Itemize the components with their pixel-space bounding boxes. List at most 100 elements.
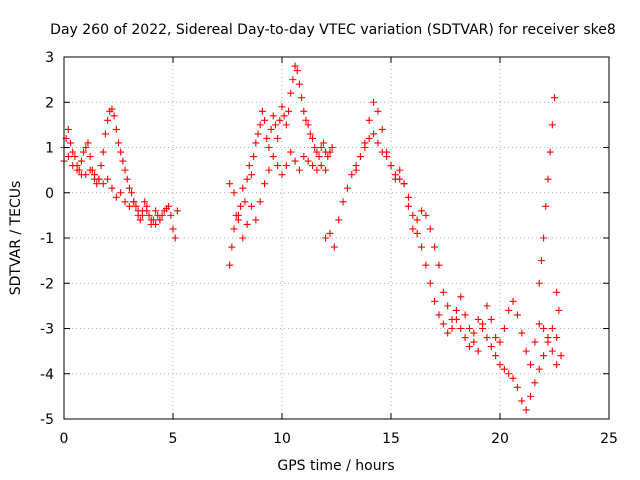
x-tick-label: 10	[273, 431, 291, 447]
data-point	[121, 166, 129, 174]
data-point	[326, 229, 334, 237]
grid	[64, 57, 609, 419]
data-point	[378, 125, 386, 133]
chart-title: Day 260 of 2022, Sidereal Day-to-day VTE…	[50, 22, 616, 38]
data-point	[67, 139, 75, 147]
data-point	[470, 338, 478, 346]
data-point	[339, 198, 347, 206]
series-segment-5	[322, 130, 565, 414]
data-point	[280, 112, 288, 120]
data-point	[241, 198, 249, 206]
data-point	[230, 225, 238, 233]
data-point	[243, 220, 251, 228]
data-point	[269, 153, 277, 161]
data-point	[276, 116, 284, 124]
data-point	[370, 98, 378, 106]
data-point	[487, 343, 495, 351]
data-point	[444, 329, 452, 337]
data-point	[278, 103, 286, 111]
data-point	[293, 67, 301, 75]
data-point	[309, 134, 317, 142]
data-point	[553, 361, 561, 369]
data-point	[439, 320, 447, 328]
data-point	[123, 175, 131, 183]
data-point	[274, 162, 282, 170]
data-point	[245, 162, 253, 170]
data-point	[365, 116, 373, 124]
data-point	[304, 121, 312, 129]
data-point	[483, 302, 491, 310]
data-point	[258, 107, 266, 115]
data-point	[86, 153, 94, 161]
data-point	[322, 166, 330, 174]
data-point	[228, 243, 236, 251]
data-point	[128, 189, 136, 197]
data-point	[461, 311, 469, 319]
data-point	[256, 121, 264, 129]
data-point	[513, 311, 521, 319]
data-point	[138, 211, 146, 219]
data-point	[404, 193, 412, 201]
data-point	[104, 175, 112, 183]
data-point	[226, 261, 234, 269]
data-point	[509, 297, 517, 305]
x-tick-label: 20	[491, 431, 509, 447]
data-point	[267, 125, 275, 133]
data-point	[444, 302, 452, 310]
data-point	[365, 134, 373, 142]
data-point	[465, 325, 473, 332]
data-point	[500, 365, 508, 373]
data-point	[265, 166, 273, 174]
data-point	[226, 180, 234, 188]
data-point	[540, 325, 548, 332]
data-point	[540, 234, 548, 242]
data-point	[254, 130, 262, 138]
data-point	[370, 130, 378, 138]
data-point	[82, 171, 90, 179]
data-point	[418, 243, 426, 251]
data-point	[535, 279, 543, 287]
data-point	[247, 171, 255, 179]
data-point	[247, 202, 255, 210]
series-segment-2	[60, 144, 164, 228]
data-point	[80, 148, 88, 156]
data-point	[474, 347, 482, 355]
data-point	[492, 352, 500, 360]
data-point	[557, 352, 565, 360]
x-tick-label: 15	[382, 431, 400, 447]
data-point	[461, 334, 469, 342]
data-point	[487, 315, 495, 323]
data-point	[130, 198, 138, 206]
x-axis-label: GPS time / hours	[277, 458, 394, 474]
data-point	[391, 175, 399, 183]
data-point	[313, 166, 321, 174]
series-segment-4	[226, 148, 330, 242]
data-point	[542, 202, 550, 210]
data-point	[374, 139, 382, 147]
y-tick-label: -1	[40, 231, 54, 247]
data-point	[64, 125, 72, 133]
data-point	[287, 89, 295, 97]
data-point	[418, 207, 426, 215]
data-point	[147, 216, 155, 224]
data-point	[97, 162, 105, 170]
data-point	[69, 162, 77, 170]
data-point	[374, 107, 382, 115]
data-point	[125, 202, 133, 210]
data-point	[291, 62, 299, 70]
data-point	[298, 94, 306, 102]
data-point	[322, 234, 330, 242]
data-point	[505, 370, 513, 378]
data-point	[158, 211, 166, 219]
data-point	[101, 130, 109, 138]
data-point	[239, 234, 247, 242]
data-point	[300, 153, 308, 161]
data-point	[540, 352, 548, 360]
data-point	[330, 243, 338, 251]
data-point	[132, 202, 140, 210]
data-point	[457, 325, 465, 332]
data-point	[553, 288, 561, 296]
data-point	[117, 148, 125, 156]
data-point	[302, 116, 310, 124]
data-point	[108, 105, 116, 113]
